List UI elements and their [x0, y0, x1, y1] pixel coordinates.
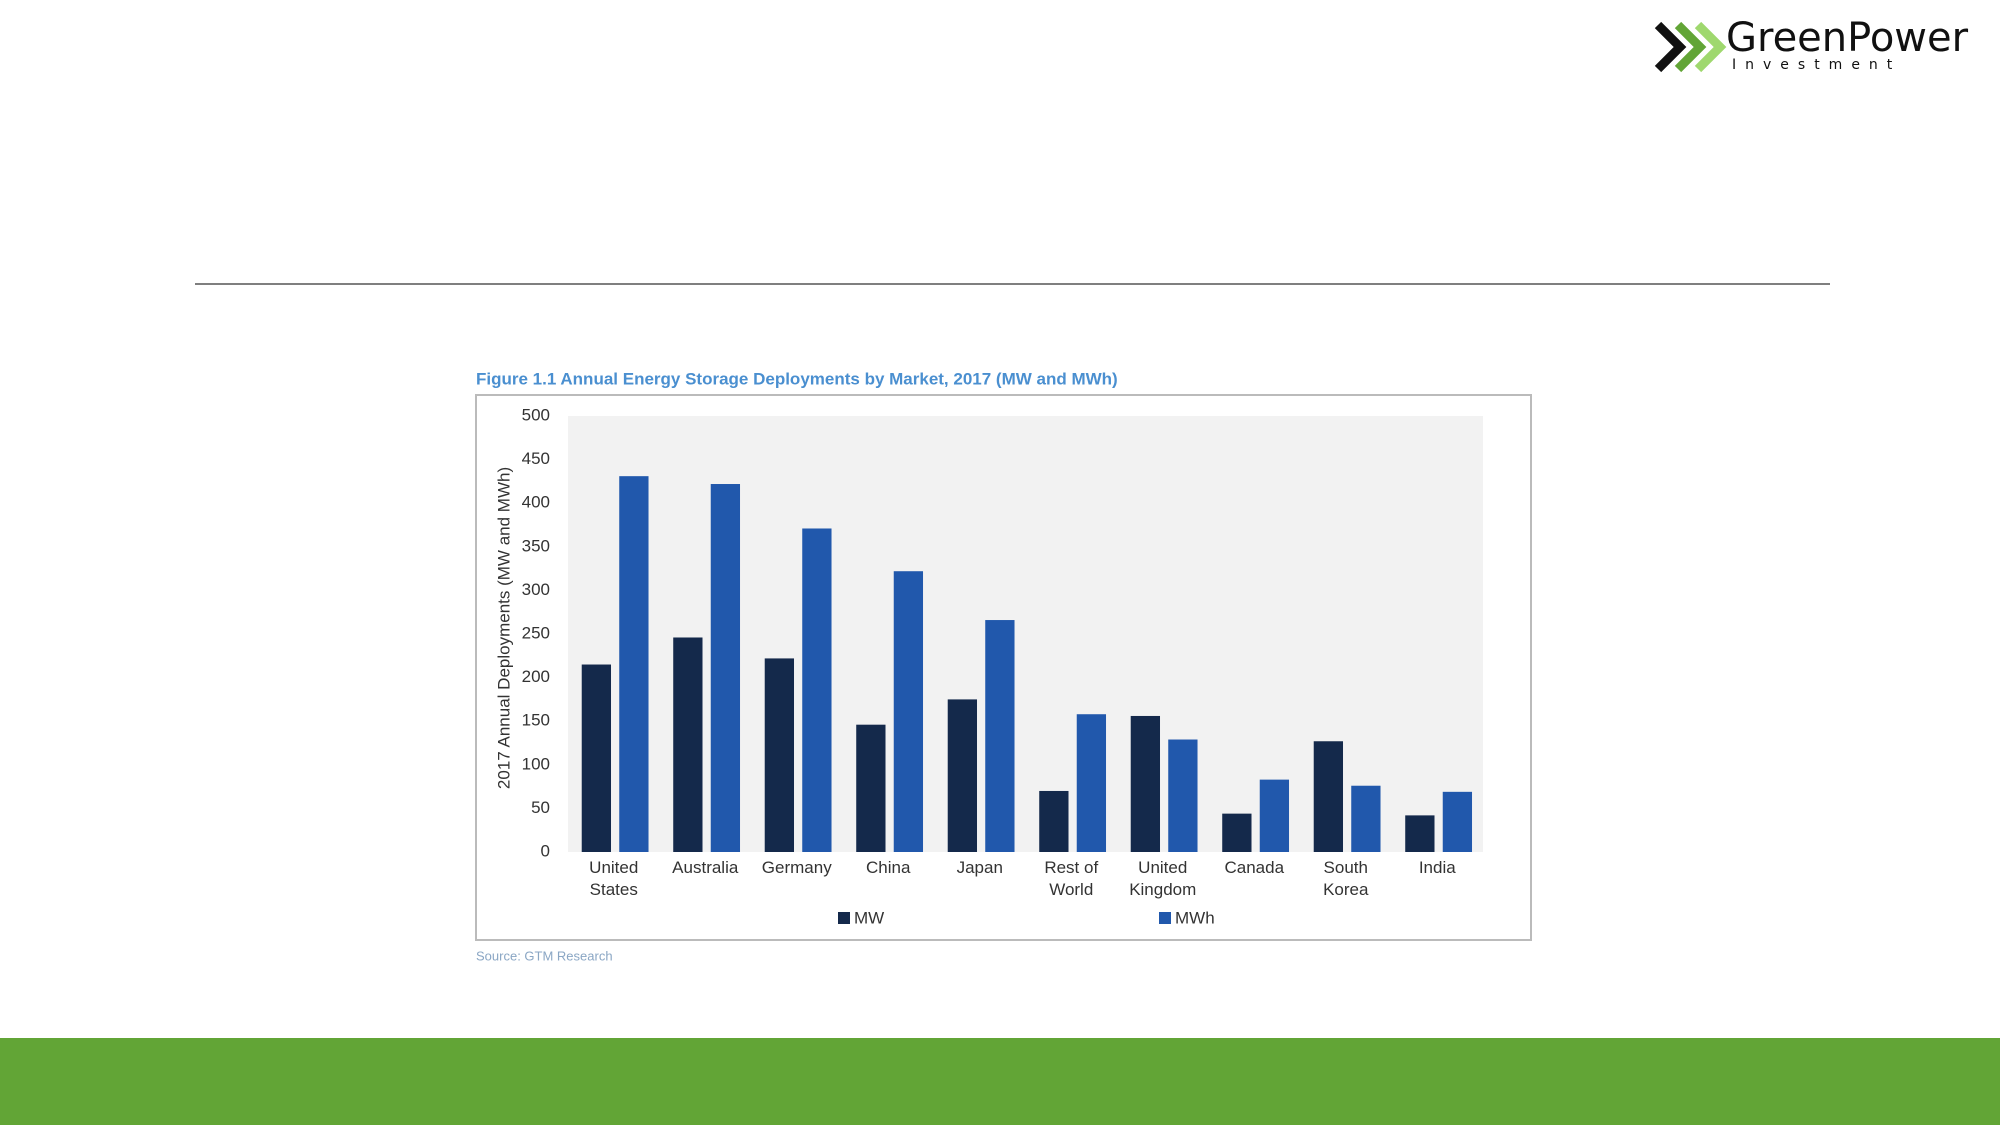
bar	[1351, 785, 1381, 852]
x-tick-label: Japan	[956, 858, 1003, 877]
logo-tagline: Investment	[1732, 57, 1901, 73]
y-tick-label: 250	[522, 623, 550, 642]
legend-label: MW	[854, 908, 884, 927]
logo-icon	[1654, 21, 1727, 73]
bar	[1442, 791, 1473, 852]
legend-label: MWh	[1175, 908, 1215, 927]
bar	[1076, 714, 1107, 852]
y-tick-label: 500	[522, 405, 550, 424]
x-tick-label: Australia	[672, 858, 739, 877]
y-tick-label: 100	[522, 754, 550, 773]
bar	[856, 724, 886, 852]
source: Source: GTM Research	[476, 948, 613, 963]
bar	[581, 664, 612, 852]
bar	[947, 699, 978, 852]
x-tick-label: Canada	[1224, 858, 1285, 877]
y-tick-label: 200	[522, 667, 550, 686]
y-tick-label: 0	[541, 841, 550, 860]
y-tick-label: 50	[531, 798, 550, 817]
plot-area	[568, 416, 1483, 852]
y-tick-label: 150	[522, 711, 550, 730]
y-tick-label: 350	[522, 536, 550, 555]
bar	[1259, 779, 1290, 852]
x-tick-label: India	[1418, 858, 1456, 877]
bar	[1130, 715, 1161, 852]
x-tick-label: Rest of World	[1044, 858, 1099, 899]
bar	[619, 476, 649, 852]
y-tick-label: 450	[522, 449, 550, 468]
bar	[893, 571, 924, 852]
x-tick-label: China	[866, 858, 911, 877]
legend-swatch	[1159, 912, 1171, 924]
bar	[710, 484, 741, 852]
bar	[985, 620, 1015, 852]
bar	[1039, 790, 1069, 852]
bar	[1222, 813, 1252, 852]
x-tick-label: United States	[589, 858, 639, 899]
x-tick-label: Germany	[761, 858, 832, 877]
chart-title: Figure 1.1 Annual Energy Storage Deploym…	[476, 369, 1118, 388]
legend-swatch	[838, 912, 850, 924]
bar	[1405, 815, 1435, 852]
bar	[1313, 741, 1344, 852]
y-axis-label: 2017 Annual Deployments (MW and MWh)	[494, 467, 513, 789]
y-tick-label: 400	[522, 493, 550, 512]
bar	[1168, 739, 1198, 852]
footer-bar	[0, 1038, 2000, 1125]
bar	[764, 658, 795, 852]
bar	[673, 637, 703, 852]
x-tick-label: South Korea	[1323, 858, 1369, 899]
y-tick-label: 300	[522, 580, 550, 599]
logo-name: GreenPower	[1726, 15, 1969, 61]
x-tick-label: United Kingdom	[1129, 858, 1197, 899]
bar	[802, 528, 832, 852]
